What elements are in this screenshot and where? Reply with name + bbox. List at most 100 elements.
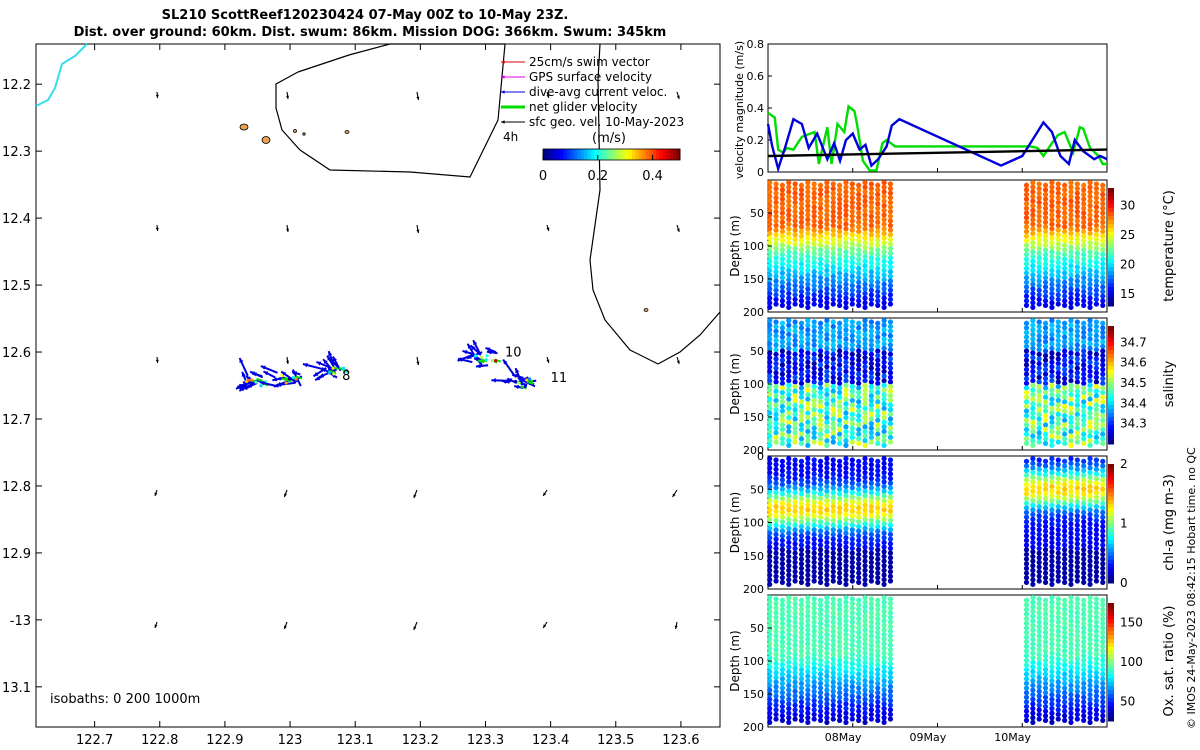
profile-sample [1074,269,1080,275]
profile-sample [805,235,811,241]
colorbar-segment [580,149,585,160]
profile-sample [875,463,881,469]
profile-sample [817,606,824,613]
profile-sample [1055,209,1061,215]
profile-sample [843,622,849,628]
profile-sample [805,692,811,698]
profile-sample [1087,318,1093,324]
profile-sample [792,541,798,547]
profile-sample [824,470,830,476]
profile-sample [1036,384,1042,390]
profile-sample [773,379,779,385]
profile-sample [868,407,874,413]
profile-sample [805,456,811,462]
profile-sample [1055,190,1061,196]
profile-sample [1074,365,1080,371]
profile-colorbar-segment [1108,420,1114,425]
profile-sample [1100,426,1106,433]
profile-sample [881,710,887,716]
profile-sample [875,514,881,520]
profile-sample [837,279,843,285]
profile-sample [875,325,881,331]
dive-avg-current-arrow-head [302,362,308,368]
profile-sample [1023,320,1030,326]
profile-sample [856,717,862,724]
profile-sample [843,272,849,278]
track-point [484,357,488,362]
profile-sample [1055,564,1061,570]
profile-sample [786,567,792,573]
profile-sample [1068,682,1074,689]
profile-sample [798,431,805,437]
profile-sample [773,624,779,630]
profile-sample [862,641,868,647]
profile-sample [767,428,773,435]
profile-sample [868,494,874,500]
profile-sample [1068,497,1074,504]
profile-colorbar-segment [1108,669,1114,675]
profile-sample [1068,378,1074,384]
dive-avg-current-arrow-head [503,359,508,365]
profile-sample [1055,559,1061,566]
profile-sample [811,555,817,561]
profile-sample [843,207,849,213]
profile-sample [773,287,779,293]
profile-sample [805,267,811,274]
profile-sample [767,627,773,633]
profile-sample [1055,503,1061,510]
profile-sample [1023,251,1030,258]
profile-sample [843,364,849,370]
profile-sample [1068,258,1074,264]
profile-sample [805,281,811,287]
profile-sample [849,555,855,561]
profile-sample [1062,685,1068,691]
profile-sample [1081,703,1087,710]
profile-sample [862,567,868,573]
profile-sample [830,292,836,298]
profile-sample [1042,279,1049,285]
profile-sample [881,572,887,578]
profile-sample [824,401,830,407]
profile-sample [779,458,786,464]
profile-sample [881,364,887,370]
profile-sample [875,528,881,534]
profile-sample [824,572,830,578]
profile-sample [1087,567,1093,573]
profile-sample [773,628,779,634]
profile-sample [1093,600,1100,607]
profile-sample [1049,396,1055,402]
profile-sample [1087,221,1093,227]
profile-sample [1036,527,1042,533]
profile-sample [849,181,855,187]
profile-sample [1049,212,1055,218]
profile-sample [1023,500,1030,506]
profile-sample [856,634,862,640]
profile-sample [875,385,881,391]
profile-sample [1036,466,1042,472]
profile-sample [856,403,862,410]
profile-sample [1036,513,1042,519]
profile-sample [856,694,862,700]
profile-colorbar-segment [1108,499,1114,505]
profile-sample [1055,578,1061,584]
profile-sample [773,425,779,431]
profile-sample [1087,521,1093,527]
profile-sample [1036,569,1042,575]
profile-sample [1081,561,1087,567]
profile-sample [1100,602,1106,608]
profile-sample [849,402,855,408]
profile-sample [1087,705,1093,712]
profile-sample [1023,597,1030,603]
profile-sample [862,655,868,661]
colorbar-segment [611,149,616,160]
profile-sample [779,417,786,423]
profile-sample [875,713,881,719]
profile-sample [1036,693,1042,699]
profile-sample [1087,267,1093,274]
profile-sample [1042,408,1049,414]
profile-sample [1036,610,1042,616]
profile-sample [1074,656,1080,662]
profile-sample [1068,410,1074,416]
profile-sample [1023,611,1030,617]
track-point [494,359,498,363]
